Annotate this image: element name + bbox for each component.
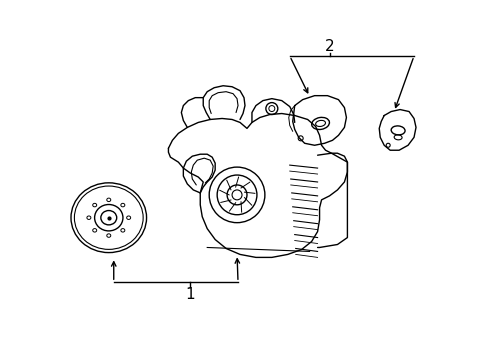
Text: 1: 1 <box>185 287 195 302</box>
Text: 2: 2 <box>324 39 334 54</box>
